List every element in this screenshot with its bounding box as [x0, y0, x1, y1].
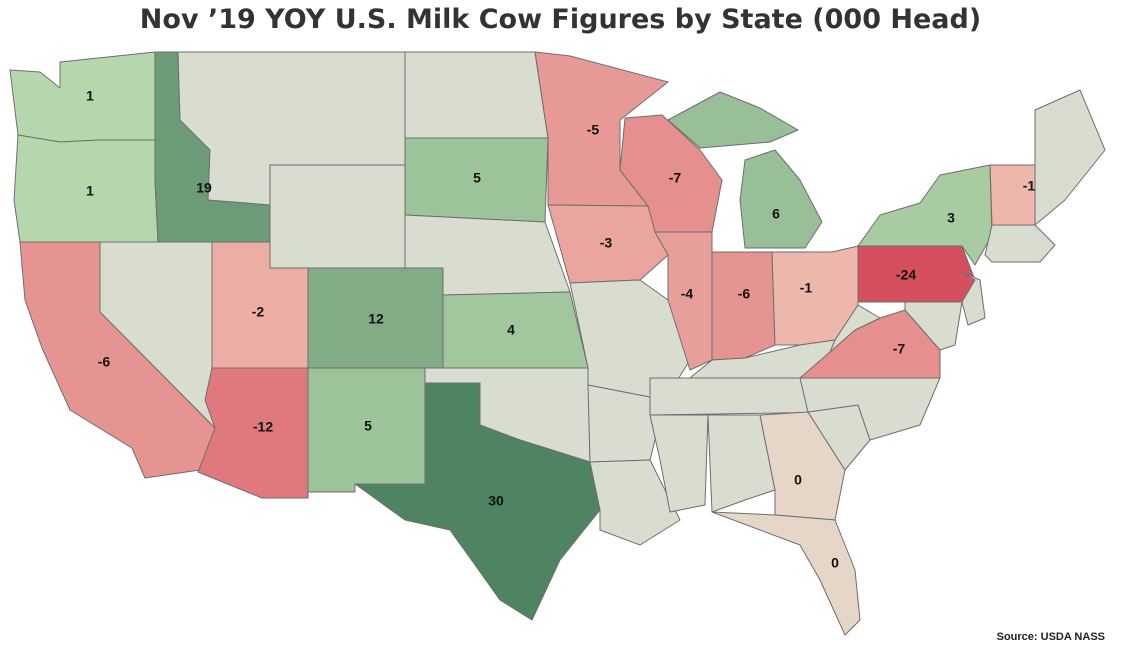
state-pa	[857, 245, 976, 303]
state-value-az: -12	[253, 419, 273, 435]
state-value-oh: -1	[800, 280, 813, 296]
state-value-fl: 0	[831, 555, 839, 571]
state-sne	[984, 224, 1056, 263]
state-al	[707, 414, 776, 513]
state-value-pa: -24	[896, 267, 916, 283]
state-ne1	[1034, 89, 1106, 226]
state-fl	[711, 511, 861, 636]
state-value-ia: -3	[600, 235, 613, 251]
state-value-wi: -7	[669, 170, 682, 186]
state-vt	[989, 164, 1036, 226]
state-value-ny: 3	[947, 210, 955, 226]
state-in	[711, 251, 776, 361]
state-value-co: 12	[368, 311, 384, 327]
state-md	[904, 301, 963, 351]
state-il	[654, 231, 713, 371]
state-value-or: 1	[86, 183, 94, 199]
state-value-ks: 4	[507, 322, 515, 338]
state-value-tx: 30	[488, 493, 504, 509]
state-ks	[442, 291, 589, 369]
state-up	[667, 91, 799, 149]
source-note: Source: USDA NASS	[996, 631, 1105, 643]
state-value-mi: 6	[772, 206, 780, 222]
state-nd	[404, 51, 549, 139]
state-value-nm: 5	[364, 418, 372, 434]
state-value-ga: 0	[794, 472, 802, 488]
state-ms	[649, 414, 709, 513]
state-value-mn: -5	[587, 122, 600, 138]
state-mi	[739, 149, 823, 249]
state-wv	[829, 304, 881, 353]
state-value-vt: -1	[1023, 178, 1036, 194]
state-value-il: -4	[681, 286, 694, 302]
state-value-ca: -6	[98, 354, 111, 370]
state-tx	[354, 382, 601, 621]
state-la	[589, 459, 681, 546]
state-ia	[547, 204, 669, 284]
state-value-sd: 5	[473, 170, 481, 186]
map-title: Nov ’19 YOY U.S. Milk Cow Figures by Sta…	[139, 4, 982, 35]
state-value-id: 19	[196, 180, 212, 196]
state-value-wa: 1	[86, 88, 94, 104]
state-value-ut: -2	[252, 304, 265, 320]
state-value-in: -6	[738, 286, 751, 302]
state-nj	[961, 271, 986, 326]
state-wy	[269, 164, 406, 269]
state-value-va: -7	[893, 341, 906, 357]
